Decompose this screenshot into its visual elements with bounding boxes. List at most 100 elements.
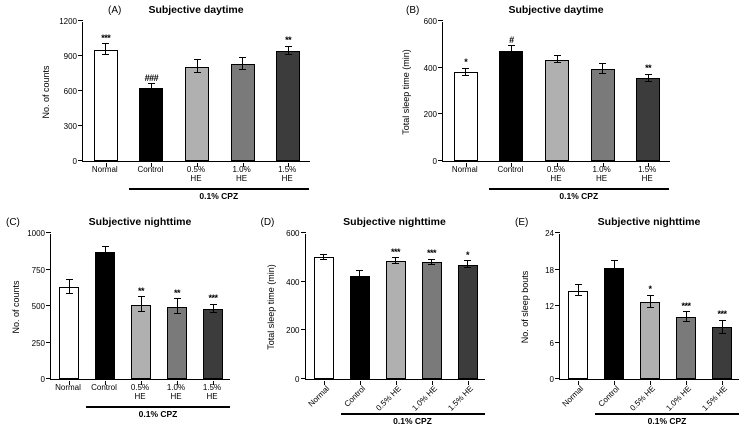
- error-bar: [150, 84, 152, 91]
- chart-body: Total sleep time (min) 0 200 400 600 * # **: [396, 18, 670, 167]
- chart-header: (D) Subjective nighttime: [261, 216, 485, 231]
- significance-label: *: [464, 57, 468, 68]
- x-tick: [359, 381, 361, 385]
- x-tick: [648, 163, 650, 167]
- bar-1-0-he: [421, 262, 442, 379]
- error-bar: [242, 58, 244, 70]
- error-cap-top: [553, 55, 561, 56]
- error-cap-top: [147, 83, 155, 84]
- error-bar: [649, 295, 651, 308]
- error-bar: [196, 60, 198, 73]
- bar-control: [499, 51, 524, 161]
- bar-normal: [453, 72, 478, 161]
- y-tick-label: 0: [72, 157, 77, 166]
- error-cap-bottom: [464, 267, 471, 269]
- x-tick-label: Control: [342, 384, 367, 409]
- error-cap-top: [320, 253, 327, 255]
- error-cap-top: [599, 63, 607, 65]
- error-cap-bottom: [173, 313, 181, 314]
- x-tick: [578, 381, 579, 385]
- y-tick-label: 1000: [27, 229, 45, 238]
- y-tick: [300, 378, 306, 379]
- error-cap-bottom: [599, 72, 607, 74]
- chart-header: (E) Subjective nighttime: [515, 216, 739, 231]
- bar-control: [95, 252, 115, 379]
- bar-1-0-he: [676, 317, 696, 379]
- x-tick-label: 1.5% HE: [700, 384, 730, 413]
- error-cap-top: [646, 294, 654, 296]
- x-tick-label: 1.5% HE: [446, 384, 475, 413]
- significance-label: *: [648, 284, 652, 295]
- x-tick-label: 0.5% HE: [628, 384, 658, 413]
- chart-body: No. of sleep bouts 0 6 12 18 24 * *** ***: [515, 230, 739, 385]
- chart-header: (B) Subjective daytime: [396, 4, 670, 19]
- bar-0-5-he: [131, 304, 151, 379]
- figure-top-row: (A) Subjective daytime No. of counts 0 300 60…: [0, 0, 745, 204]
- panel-label: (E): [515, 217, 529, 228]
- x-tick: [722, 381, 723, 385]
- y-tick: [555, 305, 560, 306]
- error-cap-top: [507, 45, 515, 47]
- y-tick: [555, 232, 560, 233]
- x-tick-label: 0.5% HE: [130, 383, 150, 402]
- error-cap-bottom: [209, 312, 217, 314]
- x-tick: [431, 381, 433, 385]
- error-cap-top: [462, 67, 470, 69]
- x-tick-label: Control: [91, 383, 117, 392]
- error-bar: [140, 297, 142, 312]
- y-axis: 0 300 600 900 1200: [36, 18, 82, 166]
- x-tick-label: 0.5% HE: [186, 165, 206, 184]
- error-cap-bottom: [610, 274, 618, 276]
- error-cap-top: [193, 59, 201, 61]
- plot-area: *** ### **: [78, 20, 310, 167]
- y-tick-label: 0: [549, 375, 554, 384]
- x-tick-label: 1.0% HE: [232, 165, 251, 184]
- panel-e-chart: (E) Subjective nighttime No. of sleep bout…: [515, 216, 739, 429]
- y-tick: [438, 20, 443, 21]
- x-axis-labels: Normal Control 0.5% HE 1.0% HE 1.5% HE: [82, 162, 310, 186]
- y-tick: [78, 20, 83, 21]
- y-tick: [78, 160, 83, 161]
- error-cap-top: [644, 73, 652, 75]
- error-cap-bottom: [462, 74, 470, 76]
- plot-area: * # **: [438, 20, 670, 167]
- bar-0-5-he: [640, 301, 660, 379]
- significance-label: ###: [144, 72, 159, 83]
- y-tick-label: 200: [423, 110, 437, 120]
- bar-0-5-he: [185, 66, 209, 161]
- figure-bottom-row: (C) Subjective nighttime No. of counts 0 250…: [0, 216, 745, 429]
- error-cap-top: [574, 284, 582, 286]
- error-bar: [212, 304, 214, 314]
- x-tick-label: 1.0% HE: [410, 384, 439, 413]
- error-bar: [465, 68, 467, 76]
- y-tick-label: 900: [63, 52, 77, 61]
- group-label: 0.1% CPZ: [199, 191, 239, 201]
- x-axis-labels: Normal Control 0.5% HE 1.0% HE 1.5% HE: [50, 380, 230, 404]
- error-cap-bottom: [102, 53, 110, 55]
- y-tick-label: 300: [63, 122, 77, 131]
- x-tick-label: Control: [596, 384, 622, 409]
- x-tick-label: 1.0% HE: [592, 165, 611, 184]
- error-cap-top: [239, 57, 247, 59]
- y-tick: [555, 378, 560, 379]
- y-tick: [46, 305, 51, 306]
- significance-label: **: [645, 63, 652, 74]
- x-tick: [614, 381, 615, 385]
- significance-label: ***: [208, 293, 218, 303]
- group-bracket-line: [86, 406, 230, 408]
- error-bar: [721, 320, 723, 334]
- group-label: 0.1% CPZ: [138, 409, 178, 419]
- error-bar: [68, 279, 70, 295]
- x-tick-label: Normal: [306, 384, 331, 409]
- x-tick-label: Normal: [451, 165, 478, 174]
- x-tick: [465, 163, 467, 167]
- error-cap-bottom: [553, 62, 561, 63]
- bar-1-5-he: [457, 264, 478, 379]
- x-tick: [141, 381, 142, 385]
- x-tick: [557, 163, 558, 167]
- y-tick: [46, 341, 51, 343]
- error-cap-top: [209, 303, 217, 305]
- bar-1-0-he: [167, 306, 187, 379]
- x-tick: [197, 163, 198, 167]
